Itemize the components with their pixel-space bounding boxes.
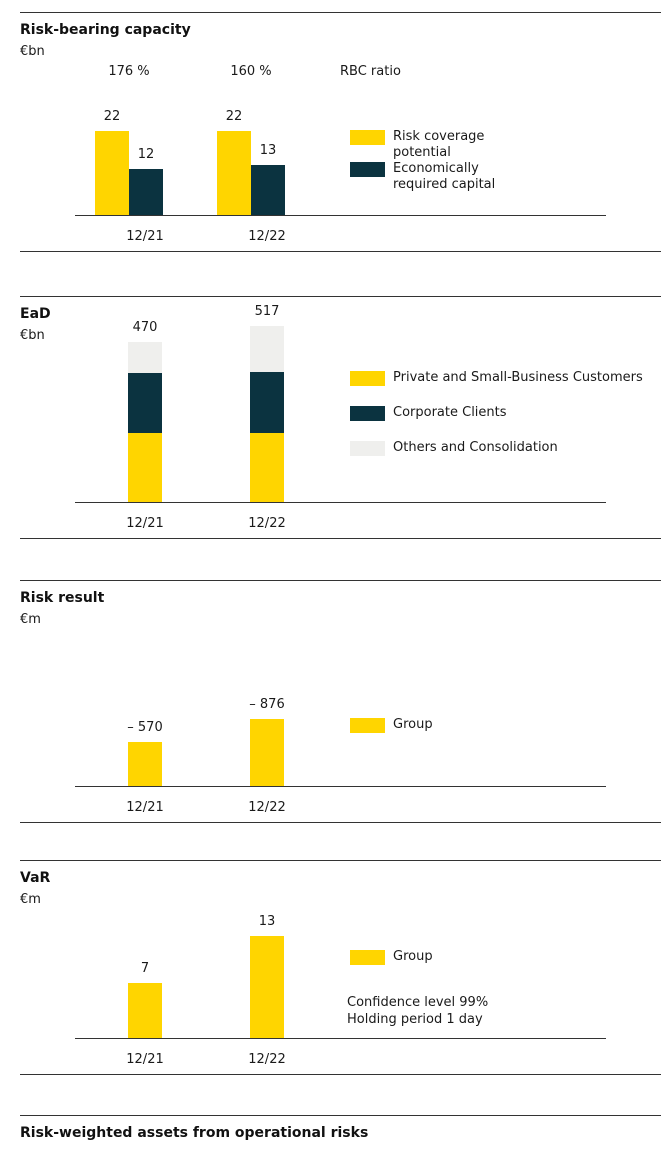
ratio-title: RBC ratio	[340, 64, 401, 79]
bar-segment	[250, 371, 284, 433]
value-label: 13	[258, 914, 276, 929]
value-label: 22	[225, 109, 243, 124]
bar	[128, 983, 162, 1038]
x-tick-label: 12/22	[248, 516, 286, 531]
chart-title: Risk-weighted assets from operational ri…	[20, 1125, 369, 1141]
legend-swatch	[350, 371, 385, 386]
ratio-label: 176 %	[108, 64, 150, 79]
bar-segment	[250, 432, 284, 502]
value-label: – 876	[249, 697, 285, 712]
chart-title: Risk result	[20, 590, 105, 606]
x-tick-label: 12/21	[126, 1052, 164, 1067]
total-label: 517	[254, 304, 280, 319]
x-tick-label: 12/22	[248, 229, 286, 244]
legend-label: Private and Small-Business Customers	[393, 370, 643, 385]
bar	[251, 165, 285, 215]
bar	[217, 131, 251, 215]
bar-segment	[128, 342, 162, 374]
total-label: 470	[132, 320, 158, 335]
unit-label: €bn	[20, 44, 45, 59]
unit-label: €m	[20, 612, 41, 627]
bar-segment	[128, 373, 162, 433]
baseline	[75, 786, 606, 787]
bar	[95, 131, 129, 215]
bar	[129, 169, 163, 215]
bar	[250, 719, 284, 786]
section-line	[20, 1074, 661, 1075]
bar-segment	[128, 432, 162, 502]
chart-title: Risk-bearing capacity	[20, 22, 191, 38]
section-line	[20, 251, 661, 252]
legend-swatch	[350, 130, 385, 145]
section-line	[20, 580, 661, 581]
value-label: – 570	[127, 720, 163, 736]
legend-swatch	[350, 718, 385, 733]
bar-segment	[250, 326, 284, 372]
unit-label: €m	[20, 892, 41, 907]
chart-title: EaD	[20, 306, 51, 322]
legend-swatch	[350, 162, 385, 177]
legend-label: Risk coverage potential	[393, 129, 485, 160]
baseline	[75, 215, 606, 216]
value-label: 22	[103, 109, 121, 124]
bar	[250, 936, 284, 1038]
section-line	[20, 296, 661, 297]
section-line	[20, 538, 661, 539]
chart-title: VaR	[20, 870, 51, 886]
annotation: Confidence level 99%	[347, 995, 489, 1010]
section-line	[20, 12, 661, 13]
section-line	[20, 1115, 661, 1116]
annotation: Holding period 1 day	[347, 1012, 483, 1027]
ratio-label: 160 %	[230, 64, 272, 79]
baseline	[75, 1038, 606, 1039]
unit-label: €bn	[20, 328, 45, 343]
x-tick-label: 12/21	[126, 516, 164, 531]
baseline	[75, 502, 606, 503]
value-label: 7	[140, 961, 150, 977]
section-line	[20, 822, 661, 823]
x-tick-label: 12/22	[248, 1052, 286, 1067]
legend-swatch	[350, 441, 385, 456]
legend-swatch	[350, 950, 385, 965]
legend-label: Group	[393, 949, 433, 964]
legend-label: Others and Consolidation	[393, 440, 558, 455]
value-label: 12	[137, 147, 155, 163]
legend-swatch	[350, 406, 385, 421]
x-tick-label: 12/21	[126, 229, 164, 244]
x-tick-label: 12/21	[126, 800, 164, 815]
legend-label: Corporate Clients	[393, 405, 507, 420]
x-tick-label: 12/22	[248, 800, 286, 815]
legend-label: Economically required capital	[393, 161, 496, 192]
value-label: 13	[259, 143, 277, 159]
bar	[128, 742, 162, 786]
section-line	[20, 860, 661, 861]
legend-label: Group	[393, 717, 433, 732]
